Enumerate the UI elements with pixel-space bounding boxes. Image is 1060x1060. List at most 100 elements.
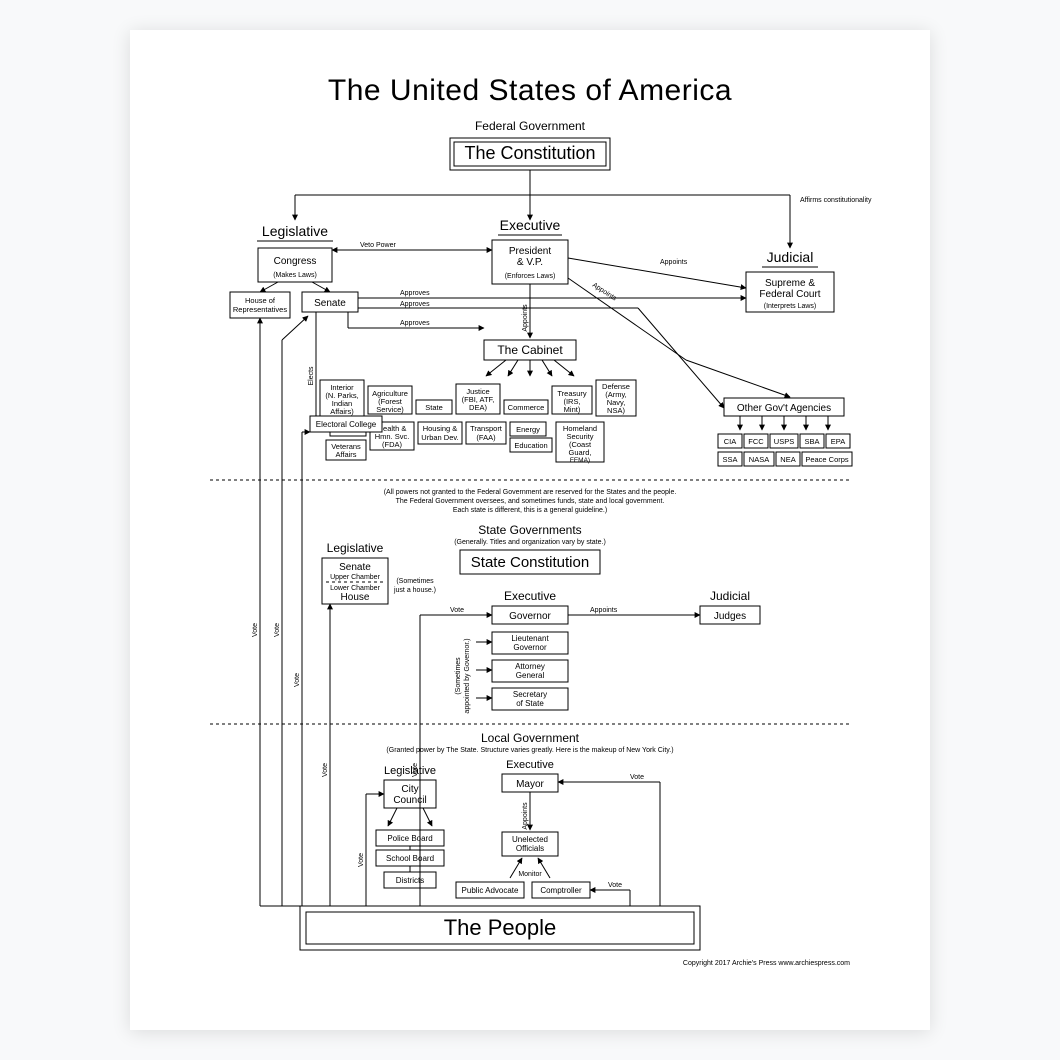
svg-text:Guard,: Guard, bbox=[569, 448, 592, 457]
svg-text:The Federal Government oversee: The Federal Government oversees, and som… bbox=[396, 498, 665, 505]
svg-text:Supreme &: Supreme & bbox=[765, 278, 815, 289]
svg-text:Police Board: Police Board bbox=[387, 834, 432, 843]
svg-text:NSA): NSA) bbox=[607, 406, 625, 415]
svg-text:House of: House of bbox=[245, 296, 276, 305]
local-heading: Local Government bbox=[481, 731, 580, 745]
svg-text:Vote: Vote bbox=[358, 853, 365, 867]
svg-text:Officials: Officials bbox=[516, 844, 544, 853]
svg-text:SBA: SBA bbox=[804, 437, 819, 446]
svg-text:Housing &: Housing & bbox=[423, 424, 458, 433]
svg-text:appointed by Governor.): appointed by Governor.) bbox=[464, 638, 471, 713]
legislative-heading: Legislative bbox=[262, 223, 328, 239]
svg-text:Each state is different, this: Each state is different, this is a gener… bbox=[453, 507, 607, 514]
svg-text:Unelected: Unelected bbox=[512, 835, 548, 844]
svg-text:(Granted power by The State. S: (Granted power by The State. Structure v… bbox=[386, 747, 673, 754]
svg-text:Appoints: Appoints bbox=[590, 607, 618, 614]
svg-text:SSA: SSA bbox=[722, 455, 737, 464]
constitution-label: The Constitution bbox=[464, 143, 595, 163]
poster-title: The United States of America bbox=[328, 74, 732, 107]
separator-note: (All powers not granted to the Federal G… bbox=[384, 489, 677, 496]
svg-text:Mayor: Mayor bbox=[516, 779, 544, 790]
svg-text:Federal Court: Federal Court bbox=[759, 289, 820, 300]
svg-text:Attorney: Attorney bbox=[515, 662, 545, 671]
svg-text:Affairs: Affairs bbox=[335, 450, 356, 459]
svg-text:Vote: Vote bbox=[608, 882, 622, 889]
svg-text:Vote: Vote bbox=[294, 673, 301, 687]
svg-text:DEA): DEA) bbox=[469, 403, 487, 412]
svg-text:(FDA): (FDA) bbox=[382, 440, 402, 449]
svg-text:NASA: NASA bbox=[749, 455, 769, 464]
svg-text:Governor: Governor bbox=[509, 611, 551, 622]
svg-text:CIA: CIA bbox=[724, 437, 737, 446]
svg-text:Appoints: Appoints bbox=[591, 282, 618, 303]
svg-text:Upper Chamber: Upper Chamber bbox=[330, 574, 380, 581]
svg-text:Appoints: Appoints bbox=[522, 304, 529, 332]
svg-text:Transport: Transport bbox=[470, 424, 503, 433]
svg-text:Executive: Executive bbox=[506, 759, 554, 771]
svg-text:Legislative: Legislative bbox=[327, 541, 384, 555]
people-label: The People bbox=[444, 915, 557, 940]
svg-text:Energy: Energy bbox=[516, 425, 540, 434]
svg-text:USPS: USPS bbox=[774, 437, 794, 446]
svg-text:City: City bbox=[401, 784, 418, 795]
svg-text:FEMA): FEMA) bbox=[570, 457, 590, 464]
federal-heading: Federal Government bbox=[475, 119, 586, 133]
svg-text:Approves: Approves bbox=[400, 320, 430, 327]
svg-text:(Generally. Titles and organiz: (Generally. Titles and organization vary… bbox=[454, 539, 606, 546]
svg-text:Vote: Vote bbox=[630, 774, 644, 781]
svg-text:Other Gov't Agencies: Other Gov't Agencies bbox=[737, 403, 831, 414]
svg-text:Commerce: Commerce bbox=[508, 403, 545, 412]
svg-text:Lower Chamber: Lower Chamber bbox=[330, 585, 380, 592]
svg-text:& V.P.: & V.P. bbox=[517, 257, 543, 268]
svg-text:EPA: EPA bbox=[831, 437, 845, 446]
svg-text:of State: of State bbox=[516, 699, 544, 708]
svg-text:Senate: Senate bbox=[314, 298, 346, 309]
svg-text:FCC: FCC bbox=[748, 437, 764, 446]
svg-text:Approves: Approves bbox=[400, 290, 430, 297]
svg-text:Electoral College: Electoral College bbox=[316, 420, 377, 429]
svg-text:State Constitution: State Constitution bbox=[471, 554, 589, 571]
svg-text:Affairs): Affairs) bbox=[330, 407, 354, 416]
copyright: Copyright 2017 Archie's Press www.archie… bbox=[683, 960, 850, 967]
executive-heading: Executive bbox=[500, 217, 561, 233]
judicial-heading: Judicial bbox=[767, 249, 814, 265]
diagram-svg: The United States of America Federal Gov… bbox=[130, 30, 930, 1030]
svg-text:(Makes Laws): (Makes Laws) bbox=[273, 272, 317, 279]
svg-text:Judges: Judges bbox=[714, 611, 746, 622]
svg-text:Judicial: Judicial bbox=[710, 589, 750, 603]
svg-text:Approves: Approves bbox=[400, 301, 430, 308]
agencies-list: CIA FCC USPS SBA EPA SSA NASA NEA Peace … bbox=[718, 434, 852, 466]
svg-text:Secretary: Secretary bbox=[513, 690, 547, 699]
svg-text:School Board: School Board bbox=[386, 854, 434, 863]
svg-text:Elects: Elects bbox=[308, 366, 315, 386]
svg-text:Service): Service) bbox=[376, 405, 404, 414]
svg-text:Vote: Vote bbox=[322, 763, 329, 777]
svg-text:The Cabinet: The Cabinet bbox=[497, 343, 563, 357]
svg-text:Urban Dev.: Urban Dev. bbox=[421, 433, 458, 442]
svg-text:(FAA): (FAA) bbox=[476, 433, 496, 442]
svg-text:Council: Council bbox=[393, 795, 426, 806]
svg-text:Monitor: Monitor bbox=[518, 871, 542, 878]
svg-text:Veto Power: Veto Power bbox=[360, 242, 396, 249]
svg-text:Legislative: Legislative bbox=[384, 765, 436, 777]
svg-text:Representatives: Representatives bbox=[233, 305, 287, 314]
svg-text:Appoints: Appoints bbox=[660, 259, 688, 266]
svg-text:Comptroller: Comptroller bbox=[540, 886, 582, 895]
svg-text:Congress: Congress bbox=[274, 256, 317, 267]
svg-text:Senate: Senate bbox=[339, 562, 371, 573]
svg-text:Vote: Vote bbox=[412, 763, 419, 777]
svg-text:Peace Corps: Peace Corps bbox=[805, 455, 849, 464]
svg-text:General: General bbox=[516, 671, 545, 680]
svg-text:President: President bbox=[509, 246, 551, 257]
svg-text:Public Advocate: Public Advocate bbox=[462, 886, 519, 895]
svg-text:NEA: NEA bbox=[780, 455, 795, 464]
svg-text:(Sometimes: (Sometimes bbox=[455, 657, 462, 695]
svg-text:Executive: Executive bbox=[504, 589, 556, 603]
svg-text:Education: Education bbox=[514, 441, 547, 450]
svg-text:Lieutenant: Lieutenant bbox=[511, 634, 549, 643]
svg-text:just a house.): just a house.) bbox=[393, 587, 436, 594]
affirms-label: Affirms constitutionality bbox=[800, 197, 872, 204]
svg-text:(Interprets Laws): (Interprets Laws) bbox=[764, 303, 817, 310]
svg-text:Vote: Vote bbox=[450, 607, 464, 614]
svg-text:(Enforces Laws): (Enforces Laws) bbox=[505, 273, 556, 280]
